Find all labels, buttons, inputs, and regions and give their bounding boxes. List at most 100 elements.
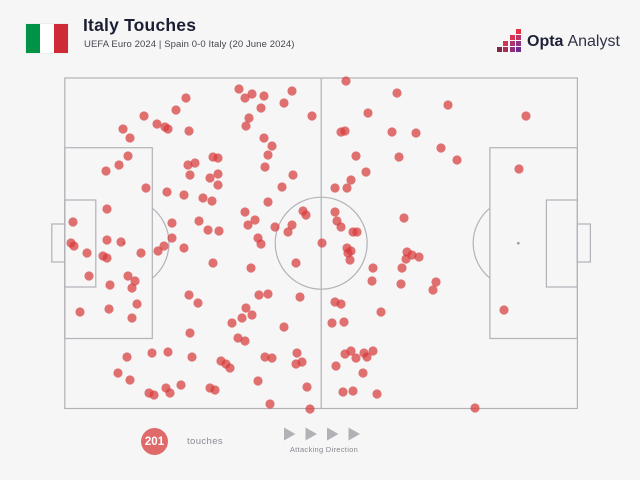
touch-dot: [181, 93, 191, 103]
italy-flag-icon: [26, 24, 68, 53]
touch-dot: [213, 180, 223, 190]
touch-dot: [256, 239, 266, 249]
touch-dot: [198, 193, 208, 203]
touch-dot: [259, 91, 269, 101]
flag-white-stripe: [40, 24, 54, 53]
touch-dot: [123, 151, 133, 161]
touch-dot: [443, 100, 453, 110]
right-penalty-arc: [472, 207, 491, 279]
attacking-direction-label: Attacking Direction: [289, 445, 359, 454]
touch-dot: [260, 162, 270, 172]
touch-dot: [149, 390, 159, 400]
touch-dot: [351, 353, 361, 363]
touch-dot: [68, 217, 78, 227]
touch-dot: [152, 119, 162, 129]
opta-mark-square: [515, 29, 521, 34]
touch-dot: [240, 93, 250, 103]
touch-dot: [263, 150, 273, 160]
touch-dot: [414, 252, 424, 262]
flag-green-stripe: [26, 24, 40, 53]
touch-dot: [287, 86, 297, 96]
touch-dot: [246, 263, 256, 273]
touch-dot: [521, 111, 531, 121]
touch-dot: [279, 98, 289, 108]
touch-dot: [362, 352, 372, 362]
match-subtitle: UEFA Euro 2024 | Spain 0-0 Italy (20 Jun…: [84, 39, 295, 50]
touch-dot: [436, 143, 446, 153]
touch-dot: [125, 133, 135, 143]
touch-dot: [193, 298, 203, 308]
opta-mark-square: [503, 41, 509, 46]
touch-dot: [127, 313, 137, 323]
touch-dot: [75, 307, 85, 317]
touch-dot: [132, 299, 142, 309]
touch-dot: [127, 283, 137, 293]
touch-dot: [283, 227, 293, 237]
touch-dot: [302, 382, 312, 392]
touches-count-badge: 201: [141, 428, 168, 455]
touch-dot: [171, 105, 181, 115]
attacking-direction-arrow-icon: [284, 427, 296, 441]
attacking-direction-legend: Attacking Direction: [284, 427, 364, 454]
analyst-wordmark: Analyst: [567, 33, 620, 50]
touch-dot: [330, 183, 340, 193]
touch-dot: [139, 111, 149, 121]
left-penalty-arc: [151, 207, 170, 279]
touch-dot: [340, 349, 350, 359]
touch-dot: [102, 204, 112, 214]
touch-dot: [287, 220, 297, 230]
opta-logo-text: Opta Analyst: [527, 32, 620, 52]
opta-mark-square: [497, 47, 502, 52]
touch-dot: [259, 133, 269, 143]
touch-dot: [184, 126, 194, 136]
touch-dot: [69, 241, 79, 251]
touch-dot: [116, 237, 126, 247]
touch-dot: [153, 246, 163, 256]
right-six-yard-box: [545, 199, 579, 288]
touch-dot: [123, 271, 133, 281]
touch-dot: [396, 279, 406, 289]
touch-dot: [194, 216, 204, 226]
touch-dot: [428, 285, 438, 295]
touch-dot: [118, 124, 128, 134]
touch-dot: [244, 113, 254, 123]
right-penalty-spot: [517, 241, 520, 245]
touch-dot: [240, 336, 250, 346]
touch-dot: [102, 235, 112, 245]
touch-dot: [352, 227, 362, 237]
touch-dot: [431, 277, 441, 287]
touch-dot: [234, 84, 244, 94]
touch-dot: [104, 304, 114, 314]
touch-dot: [392, 88, 402, 98]
opta-mark-square: [515, 41, 521, 46]
touch-dot: [237, 313, 247, 323]
touch-dot: [233, 333, 243, 343]
touch-dot: [387, 127, 397, 137]
touch-dot: [141, 183, 151, 193]
page-title: Italy Touches: [83, 15, 197, 35]
touch-dot: [203, 225, 213, 235]
touch-dot: [113, 368, 123, 378]
touch-dot: [317, 238, 327, 248]
touch-dot: [348, 386, 358, 396]
touch-dot: [399, 213, 409, 223]
touch-dot: [114, 160, 124, 170]
touch-dot: [163, 347, 173, 357]
touch-dot: [187, 352, 197, 362]
touch-dot: [167, 233, 177, 243]
touch-dot: [184, 290, 194, 300]
touch-dots-layer: [66, 76, 531, 414]
touch-dot: [147, 348, 157, 358]
touch-dot: [340, 126, 350, 136]
touch-dot: [330, 207, 340, 217]
touch-dot: [167, 218, 177, 228]
touch-dot: [130, 276, 140, 286]
touch-dot: [263, 289, 273, 299]
touch-dot: [291, 258, 301, 268]
touch-dot: [162, 187, 172, 197]
touch-dot: [243, 220, 253, 230]
touch-dot: [82, 248, 92, 258]
touch-dot: [122, 352, 132, 362]
touch-dot: [265, 399, 275, 409]
touch-dot: [260, 352, 270, 362]
